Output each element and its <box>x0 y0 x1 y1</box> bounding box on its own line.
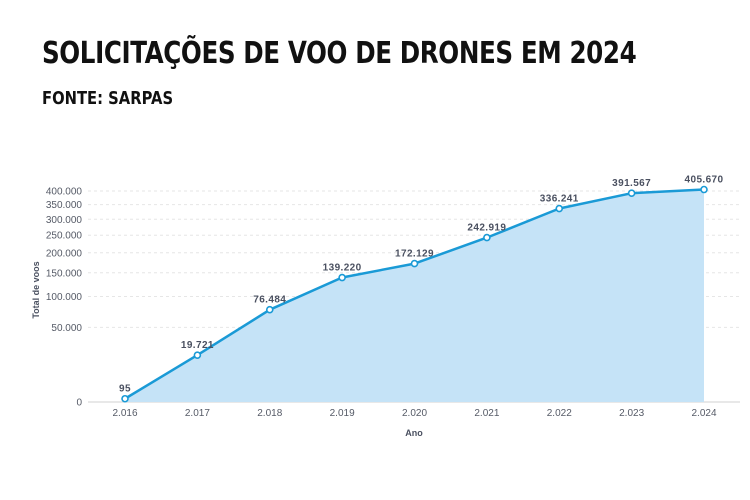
y-tick-label: 50.000 <box>51 323 82 334</box>
data-point <box>483 233 491 242</box>
y-axis-ticks: 0 50.000 100.000 150.000 200.000 250.000 300.0… <box>46 187 83 409</box>
data-point <box>555 204 564 213</box>
area-fill <box>125 189 704 402</box>
x-tick-label: 2.022 <box>547 408 572 419</box>
y-tick-label: 100.000 <box>46 292 83 303</box>
data-label: 242.919 <box>467 223 506 234</box>
data-point <box>265 305 274 314</box>
data-point <box>627 189 636 198</box>
x-tick-label: 2.021 <box>474 408 499 419</box>
x-tick-label: 2.018 <box>257 408 282 419</box>
y-tick-label: 150.000 <box>46 268 83 279</box>
y-tick-label: 300.000 <box>46 215 83 226</box>
data-point <box>121 394 129 403</box>
x-tick-label: 2.019 <box>330 408 355 419</box>
y-tick-label: 400.000 <box>46 187 83 198</box>
chart-subtitle: FONTE: SARPAS <box>42 88 174 109</box>
data-point <box>193 351 202 359</box>
data-label: 172.129 <box>395 249 434 260</box>
data-point <box>338 273 346 282</box>
data-label: 391.567 <box>612 178 651 189</box>
x-tick-label: 2.020 <box>402 408 427 419</box>
data-label: 95 <box>119 384 131 395</box>
x-axis-ticks: 2.016 2.017 2.018 2.019 2.020 2.021 2.022 2.023… <box>112 408 716 419</box>
data-label: 336.241 <box>540 194 579 205</box>
data-points <box>121 185 708 403</box>
data-label: 76.484 <box>253 295 286 306</box>
chart-title: SOLICITAÇÕES DE VOO DE DRONES EM 2024 <box>42 36 637 71</box>
data-point <box>700 185 708 194</box>
data-labels: 95 19.721 76.484 139.220 172.129 242.919 336.2… <box>119 175 723 395</box>
y-tick-label: 350.000 <box>46 200 83 211</box>
y-tick-label: 200.000 <box>46 248 83 259</box>
data-point <box>410 259 419 268</box>
y-tick-label: 250.000 <box>46 231 83 242</box>
y-tick-label: 0 <box>76 398 82 409</box>
data-label: 139.220 <box>323 263 362 274</box>
y-axis-label: Total de voos <box>31 261 41 318</box>
x-tick-label: 2.017 <box>185 408 210 419</box>
x-tick-label: 2.023 <box>619 408 644 419</box>
x-tick-label: 2.024 <box>691 408 716 419</box>
area-fill-layer <box>125 189 704 402</box>
data-label: 405.670 <box>685 175 724 186</box>
data-label: 19.721 <box>181 340 214 351</box>
x-axis-label: Ano <box>405 428 423 438</box>
x-tick-label: 2.016 <box>112 408 137 419</box>
